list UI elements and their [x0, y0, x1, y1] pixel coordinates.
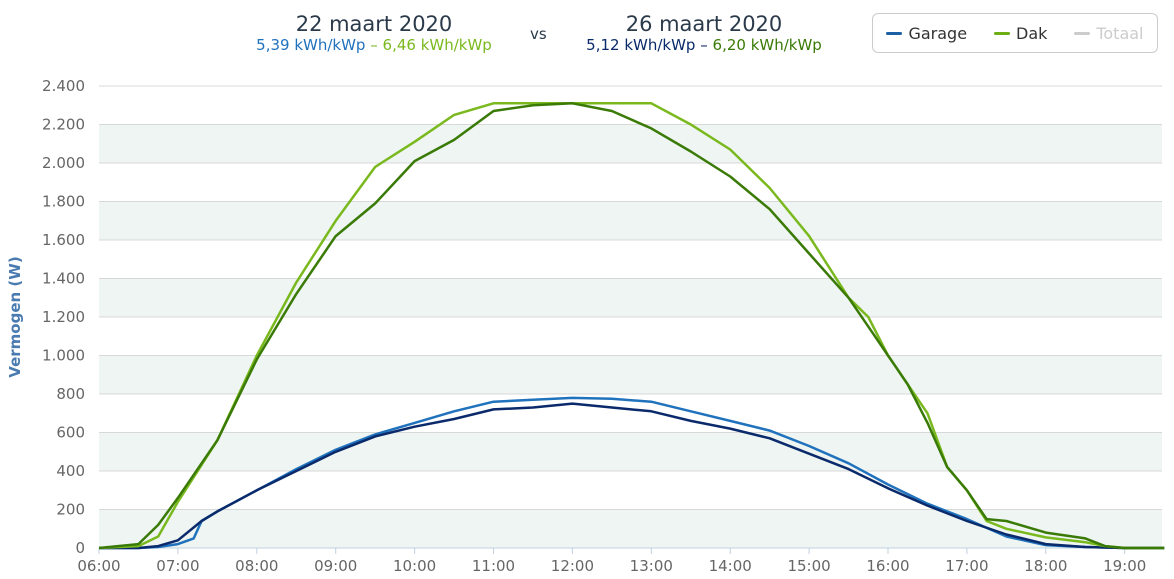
plot-band [99, 509, 1162, 548]
x-tick-label: 15:00 [787, 557, 830, 575]
y-tick-label: 600 [56, 424, 85, 442]
garage-swatch-icon [886, 31, 903, 35]
dak-swatch-icon [994, 31, 1010, 35]
yield-a-dak: 6,46 kWh/kWp [382, 36, 492, 54]
x-tick-label: 11:00 [472, 557, 515, 575]
x-tick-label: 16:00 [866, 557, 909, 575]
x-tick-label: 07:00 [156, 557, 199, 575]
date-a: 22 maart 2020 [295, 12, 453, 36]
x-tick-label: 12:00 [551, 557, 594, 575]
plot-band [99, 201, 1162, 240]
y-tick-label: 1.400 [42, 270, 85, 288]
legend-label: Dak [1016, 23, 1048, 43]
legend-item-totaal[interactable]: Totaal [1074, 23, 1144, 43]
yield-b-dak: 6,20 kWh/kWp [712, 36, 822, 54]
x-tick-label: 06:00 [77, 557, 120, 575]
x-tick-label: 09:00 [314, 557, 357, 575]
plot-band [99, 355, 1162, 394]
y-tick-label: 1.600 [42, 231, 85, 249]
separator: – [700, 36, 708, 54]
y-tick-label: 800 [56, 385, 85, 403]
y-tick-label: 2.200 [42, 116, 85, 134]
series-line-garage-b [99, 402, 1165, 550]
x-tick-label: 08:00 [235, 557, 278, 575]
legend: Garage Dak Totaal [872, 13, 1158, 53]
legend-item-dak[interactable]: Dak [994, 24, 1047, 43]
legend-label: Garage [908, 23, 968, 43]
date-a-header: 22 maart 2020 5,39 kWh/kWp – 6,46 kWh/kW… [214, 12, 534, 54]
y-tick-label: 1.200 [42, 308, 85, 326]
y-tick-label: 1.000 [42, 347, 85, 365]
x-tick-label: 14:00 [709, 557, 752, 575]
vs-label: vs [530, 25, 547, 43]
y-tick-label: 2.000 [42, 154, 85, 172]
y-tick-label: 0 [75, 539, 85, 557]
y-tick-label: 400 [56, 462, 85, 480]
plot-band [99, 124, 1162, 163]
y-tick-label: 1.800 [42, 193, 85, 211]
totaal-swatch-icon [1074, 31, 1091, 35]
x-tick-label: 19:00 [1103, 557, 1146, 575]
yield-b-garage: 5,12 kWh/kWp [586, 36, 696, 54]
legend-label: Totaal [1096, 23, 1144, 43]
x-tick-label: 17:00 [945, 557, 988, 575]
plot-band [99, 278, 1162, 317]
y-axis-label: Vermogen (W) [6, 256, 24, 377]
date-b-header: 26 maart 2020 5,12 kWh/kWp – 6,20 kWh/kW… [544, 12, 864, 54]
plot-band [99, 432, 1162, 471]
x-tick-label: 10:00 [393, 557, 436, 575]
x-tick-label: 13:00 [630, 557, 673, 575]
separator: – [370, 36, 378, 54]
x-tick-label: 18:00 [1024, 557, 1067, 575]
legend-item-garage[interactable]: Garage [886, 24, 967, 43]
series-line-dak-a [98, 102, 1165, 550]
y-tick-label: 2.400 [42, 77, 85, 95]
date-b: 26 maart 2020 [625, 12, 783, 36]
y-tick-label: 200 [56, 501, 85, 519]
series-line-dak-b [98, 102, 1165, 550]
yield-a-garage: 5,39 kWh/kWp [256, 36, 366, 54]
